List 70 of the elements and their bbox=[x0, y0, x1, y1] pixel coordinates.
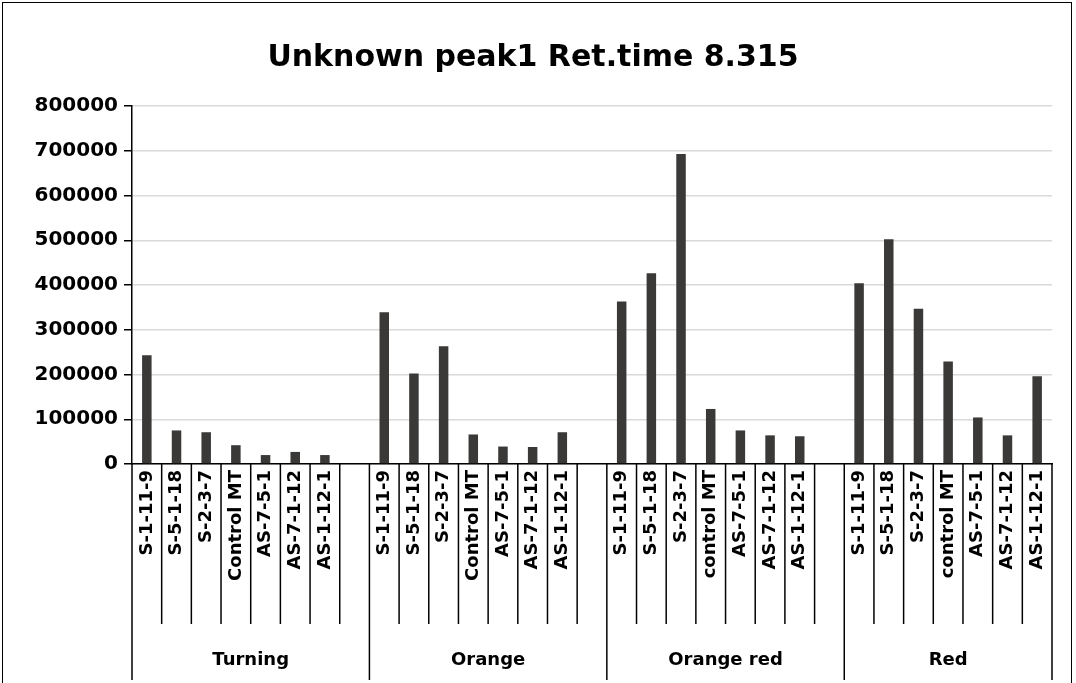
bar bbox=[231, 445, 241, 464]
bar bbox=[142, 355, 152, 464]
bar bbox=[676, 153, 686, 464]
bar bbox=[854, 283, 864, 464]
x-tick-label: Control MT bbox=[223, 469, 245, 581]
x-tick-label: S-2-3-7 bbox=[431, 470, 453, 543]
x-tick-label: AS-7-5-1 bbox=[728, 470, 750, 557]
x-tick-label: AS-1-12-1 bbox=[787, 470, 809, 570]
x-tick-label: AS-7-5-1 bbox=[490, 470, 512, 557]
x-tick-label: AS-1-12-1 bbox=[549, 470, 571, 570]
x-tick-label: S-5-1-18 bbox=[876, 470, 898, 556]
bar bbox=[1002, 435, 1013, 464]
x-tick-label: S-2-3-7 bbox=[193, 470, 215, 543]
bar bbox=[765, 435, 775, 464]
bar bbox=[498, 446, 508, 464]
y-tick-label: 800000 bbox=[34, 92, 118, 117]
chart-title: Unknown peak1 Ret.time 8.315 bbox=[267, 37, 799, 73]
text: Orange bbox=[451, 647, 526, 669]
bar bbox=[646, 273, 657, 464]
x-tick-label: AS-1-12-1 bbox=[1024, 470, 1046, 570]
bar bbox=[438, 346, 449, 464]
bar bbox=[913, 308, 924, 464]
bar bbox=[794, 436, 805, 464]
y-tick-label: 0 bbox=[104, 450, 118, 475]
y-tick-label: 400000 bbox=[34, 271, 118, 296]
x-tick-label: AS-7-1-12 bbox=[520, 470, 542, 570]
text: Turning bbox=[212, 647, 290, 669]
bar bbox=[409, 373, 419, 464]
bar bbox=[1032, 376, 1042, 464]
y-tick-label: 200000 bbox=[34, 360, 118, 385]
bar bbox=[884, 239, 894, 464]
x-tick-label: S-1-11-9 bbox=[371, 470, 393, 556]
bar bbox=[260, 455, 271, 464]
x-tick-label: S-5-1-18 bbox=[639, 470, 661, 556]
y-tick-label: 500000 bbox=[34, 226, 118, 251]
bar bbox=[201, 432, 211, 464]
bar bbox=[943, 361, 953, 464]
x-tick-label: AS-7-5-1 bbox=[965, 470, 987, 557]
bar bbox=[320, 455, 330, 464]
x-tick-label: AS-7-1-12 bbox=[282, 470, 304, 570]
x-tick-label: S-1-11-9 bbox=[134, 470, 156, 556]
y-tick-label: 700000 bbox=[34, 136, 118, 161]
x-tick-label: S-5-1-18 bbox=[401, 470, 423, 556]
x-tick-label: AS-7-1-12 bbox=[995, 470, 1017, 570]
x-tick-label: AS-1-12-1 bbox=[312, 470, 334, 570]
y-tick-label: 100000 bbox=[34, 405, 118, 430]
x-tick-label: AS-7-5-1 bbox=[253, 470, 275, 557]
bar bbox=[527, 447, 538, 464]
x-tick-label: Control MT bbox=[460, 469, 482, 581]
bar bbox=[705, 408, 716, 464]
x-tick-label: S-2-3-7 bbox=[906, 470, 928, 543]
bar bbox=[557, 432, 568, 464]
text: Orange red bbox=[668, 647, 783, 669]
bar bbox=[468, 434, 479, 464]
y-tick-label: 600000 bbox=[34, 181, 118, 206]
bar bbox=[171, 430, 182, 464]
y-tick-label: 300000 bbox=[34, 315, 118, 340]
bar bbox=[973, 417, 983, 464]
text: Red bbox=[928, 647, 968, 669]
bar bbox=[379, 312, 390, 464]
bar bbox=[616, 301, 627, 464]
x-tick-label: S-1-11-9 bbox=[846, 470, 868, 556]
x-tick-label: AS-7-1-12 bbox=[757, 470, 779, 570]
x-tick-label: S-5-1-18 bbox=[164, 470, 186, 556]
x-tick-label: S-1-11-9 bbox=[609, 470, 631, 556]
bar bbox=[290, 451, 300, 464]
x-tick-label: S-2-3-7 bbox=[668, 470, 690, 543]
bar bbox=[735, 430, 746, 464]
x-tick-label: control MT bbox=[698, 469, 720, 579]
x-tick-label: control MT bbox=[935, 469, 957, 579]
